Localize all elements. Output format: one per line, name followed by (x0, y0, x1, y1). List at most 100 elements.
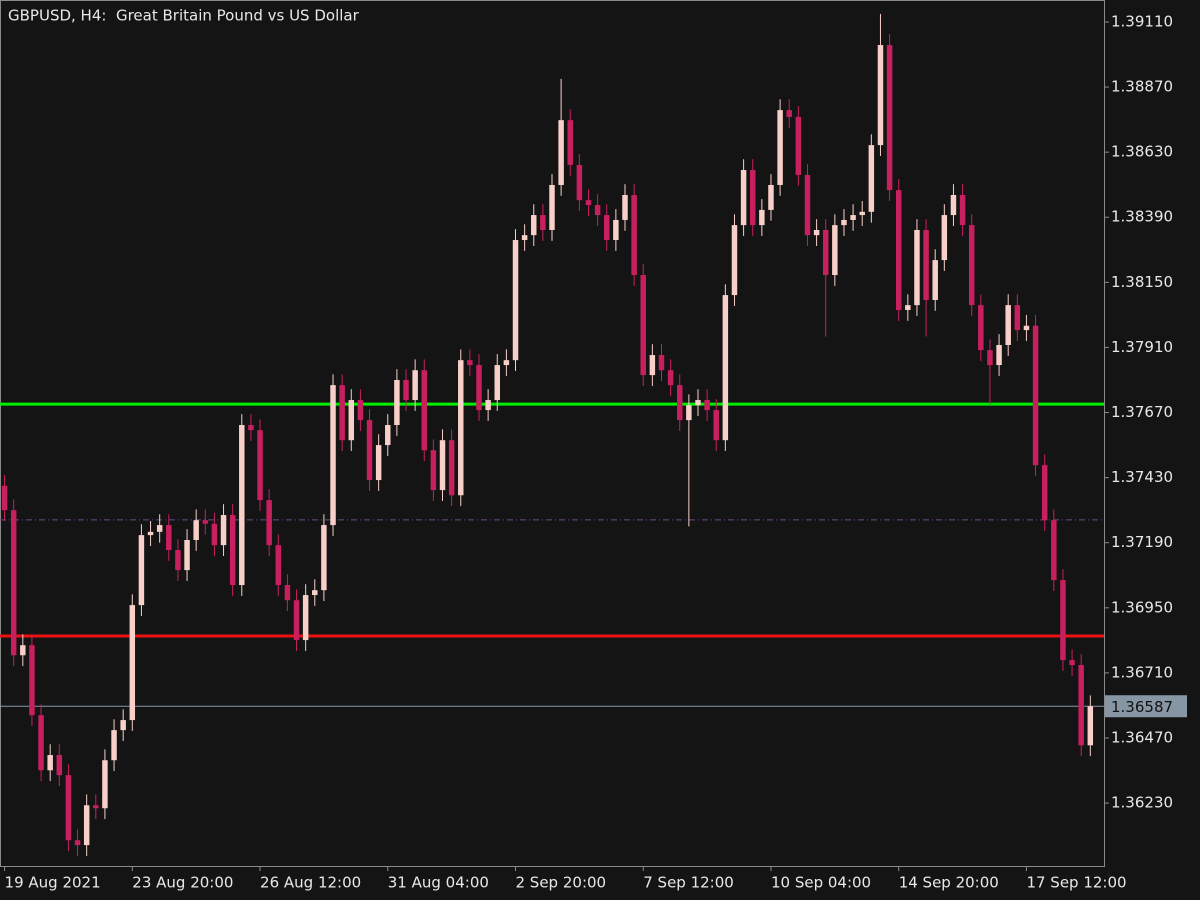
candle-body (439, 440, 446, 491)
candle-body (175, 550, 181, 571)
axes: 1.39110 1.38870 1.38630 1.38390 1.38150 1.379… (4, 12, 1187, 892)
candle-body (695, 400, 701, 406)
candle-body (239, 424, 245, 586)
candle-body (759, 209, 765, 226)
x-tick-label: 19 Aug 2021 (5, 874, 101, 892)
candle-body (549, 184, 555, 230)
last-price-label: 1.36587 (1111, 698, 1173, 716)
candle-body (604, 215, 610, 241)
candle-body (886, 45, 893, 191)
x-tick-label: 7 Sep 12:00 (643, 874, 734, 892)
candle-body (467, 360, 473, 366)
candle-body (786, 110, 792, 117)
candle-body (959, 195, 966, 226)
candle-body (56, 755, 63, 776)
candle-body (403, 379, 409, 401)
candle-body (850, 215, 856, 220)
candle-body (20, 645, 26, 656)
candle-body (1069, 660, 1075, 666)
candle-body (93, 805, 99, 809)
candle-body (686, 405, 692, 421)
candle-body (284, 585, 291, 601)
y-tick-label: 1.36230 (1111, 794, 1173, 812)
candle-body (485, 400, 491, 411)
candle-body (1078, 665, 1084, 746)
candle-body (722, 295, 729, 441)
y-tick-label: 1.38870 (1111, 78, 1173, 96)
y-tick-label: 1.36950 (1111, 598, 1173, 616)
candle-body (412, 370, 418, 401)
candle-body (521, 235, 528, 241)
candle-body (950, 195, 957, 216)
candle-body (293, 600, 300, 641)
last-price-box (1105, 695, 1187, 718)
candle-body (895, 190, 902, 311)
candle-body (129, 605, 136, 721)
candle-body (1087, 706, 1094, 746)
candle-body (266, 500, 272, 546)
candle-body (1032, 325, 1039, 466)
candle-body (47, 755, 53, 771)
plot-frame (0, 0, 1105, 867)
candle-body (120, 720, 126, 731)
candle-body (740, 170, 747, 226)
candle-body (731, 225, 738, 296)
candle-body (512, 240, 519, 361)
candle-body (357, 400, 364, 421)
candle-body (1051, 520, 1057, 581)
candle-body (567, 120, 573, 165)
candle-body (348, 400, 355, 441)
candle-body (1, 485, 8, 511)
candle-body (1023, 325, 1030, 331)
candle-body (74, 840, 81, 846)
candle-body (229, 515, 236, 586)
candle-body (923, 229, 929, 300)
candle-body (622, 195, 628, 220)
x-tick-label: 17 Sep 12:00 (1026, 874, 1126, 892)
y-tick-label: 1.39110 (1111, 12, 1173, 30)
candle-body (868, 145, 875, 212)
y-tick-label: 1.38390 (1111, 208, 1173, 226)
candle-body (458, 360, 464, 496)
candle-body (339, 385, 345, 441)
candle-body (275, 545, 282, 586)
candle-body (220, 515, 227, 546)
candle-body (540, 215, 546, 230)
candle-body (421, 370, 428, 451)
candle-body (448, 440, 455, 496)
candle-body (877, 45, 884, 146)
candle-body (430, 450, 437, 491)
candle-body (10, 510, 17, 656)
candle-body (257, 430, 263, 501)
candle-body (768, 184, 774, 210)
x-tick-label: 10 Sep 04:00 (771, 874, 871, 892)
candle-body (941, 215, 948, 261)
candle-body (576, 164, 583, 201)
candle-body (822, 229, 829, 276)
candle-body (476, 365, 482, 411)
candle-body (914, 229, 920, 306)
candle-body (968, 225, 975, 306)
candle-body (302, 595, 309, 641)
y-tick-label: 1.37430 (1111, 468, 1173, 486)
candle-body (1041, 465, 1048, 521)
candle-body (987, 350, 993, 366)
candle-body (138, 535, 145, 606)
candle-body (795, 116, 802, 175)
candle-body (385, 424, 391, 446)
x-tick-label: 31 Aug 04:00 (388, 874, 489, 892)
x-tick-label: 26 Aug 12:00 (260, 874, 361, 892)
y-tick-label: 1.38630 (1111, 143, 1173, 161)
candle-body (649, 355, 656, 376)
candle-body (248, 424, 254, 431)
candle-body (29, 645, 35, 716)
candle-body (640, 275, 646, 376)
candles (1, 13, 1094, 856)
candle-body (211, 523, 218, 546)
candle-body (832, 225, 838, 276)
candle-body (777, 110, 783, 185)
x-tick-label: 14 Sep 20:00 (899, 874, 999, 892)
candle-body (713, 410, 719, 441)
